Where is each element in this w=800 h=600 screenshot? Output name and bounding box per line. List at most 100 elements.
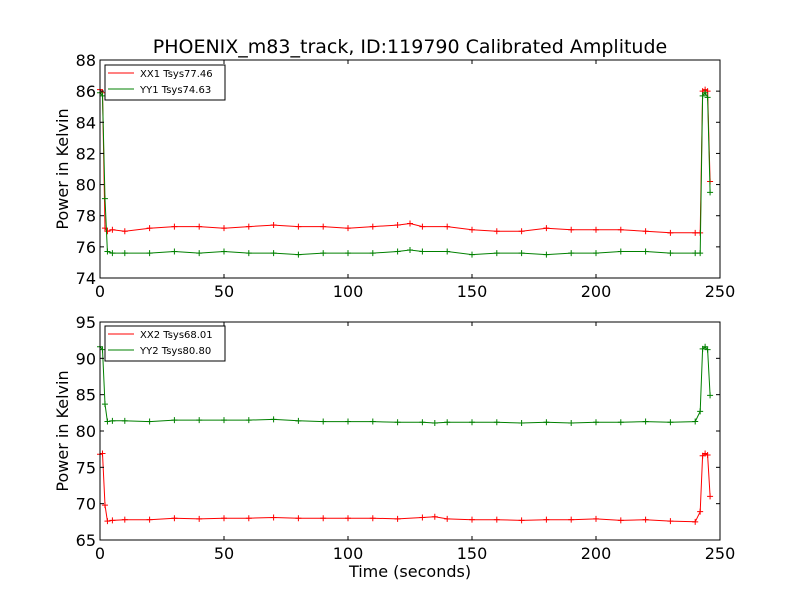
data-point-1-1-14	[345, 418, 351, 425]
y-tick-label-1-4: 85	[76, 386, 96, 405]
data-point-1-0-4	[109, 517, 116, 524]
data-point-1-0-15	[369, 515, 376, 522]
data-point-1-0-18	[431, 513, 438, 520]
data-point-0-0-17	[407, 220, 413, 227]
legend-bottom: XX2 Tsys68.01 YY2 Tsys80.80	[104, 325, 226, 362]
data-point-1-1-29	[692, 418, 699, 425]
x-tick-label-0-3: 150	[457, 282, 488, 301]
data-point-1-1-4	[109, 417, 116, 424]
data-point-0-1-12	[295, 251, 302, 258]
data-point-1-0-28	[667, 518, 674, 525]
axes-top: 0 50 100 150 200 250 74 76 78 80 82 84 86 88 Power i…	[53, 51, 735, 301]
data-point-0-1-19	[444, 248, 451, 255]
data-point-0-1-17	[407, 246, 413, 253]
data-point-1-0-8	[196, 515, 203, 522]
x-tick-label-1-3: 150	[457, 544, 488, 563]
data-point-1-0-30	[697, 508, 704, 515]
legend-label-xx2: XX2 Tsys68.01	[140, 330, 213, 341]
data-point-0-0-18	[419, 223, 426, 230]
data-point-0-0-27	[642, 228, 649, 235]
data-point-1-0-13	[320, 515, 327, 522]
data-point-0-0-22	[518, 228, 525, 235]
x-ticks-top: 0 50 100 150 200 250	[95, 60, 735, 301]
data-point-1-0-21	[493, 516, 500, 523]
data-point-0-1-26	[617, 248, 624, 255]
y-tick-label-0-0: 74	[76, 269, 96, 288]
data-point-0-0-26	[617, 226, 624, 233]
data-point-0-1-14	[345, 250, 351, 257]
data-point-0-0-10	[245, 223, 252, 230]
data-point-0-0-24	[568, 226, 575, 233]
data-point-1-0-26	[617, 517, 624, 524]
data-point-0-1-25	[593, 250, 599, 257]
y-tick-label-0-1: 76	[76, 238, 96, 257]
y-tick-label-0-4: 82	[76, 144, 96, 163]
data-point-0-0-23	[543, 225, 550, 232]
data-point-1-0-14	[345, 515, 351, 522]
data-point-1-0-27	[642, 516, 649, 523]
y-axis-label-bottom: Power in Kelvin	[53, 370, 72, 491]
data-point-0-1-22	[518, 250, 525, 257]
data-point-0-1-8	[196, 250, 203, 257]
data-point-1-1-30	[697, 408, 704, 415]
data-point-0-1-23	[543, 251, 550, 258]
data-point-1-1-18	[431, 420, 438, 427]
data-point-1-1-10	[245, 417, 252, 424]
data-point-1-1-7	[171, 417, 178, 424]
data-point-1-1-5	[121, 417, 128, 424]
data-point-1-0-33	[704, 451, 711, 458]
data-point-0-1-11	[270, 250, 277, 257]
data-point-0-1-27	[642, 248, 649, 255]
data-point-1-0-9	[221, 515, 227, 522]
x-tick-label-0-4: 200	[581, 282, 612, 301]
legend-top: XX1 Tsys77.46 YY1 Tsys74.63	[104, 64, 226, 101]
y-tick-label-1-6: 95	[76, 313, 96, 332]
data-point-1-0-34	[707, 493, 714, 500]
legend-box-bottom	[104, 325, 226, 362]
chart-title: PHOENIX_m83_track, ID:119790 Calibrated …	[153, 36, 667, 58]
x-tick-label-1-4: 200	[581, 544, 612, 563]
data-point-1-1-13	[320, 418, 327, 425]
y-ticks-bottom: 65 70 75 80 85 90 95	[76, 313, 720, 550]
x-ticks-bottom: 0 50 100 150 200 250	[95, 322, 735, 563]
data-point-1-1-8	[196, 417, 203, 424]
data-point-0-1-5	[121, 250, 128, 257]
data-point-1-1-12	[295, 417, 302, 424]
data-point-0-1-28	[667, 250, 674, 257]
y-tick-label-0-3: 80	[76, 176, 96, 195]
y-tick-label-1-5: 90	[76, 349, 96, 368]
data-point-0-1-20	[469, 251, 475, 258]
data-point-0-1-21	[493, 250, 500, 257]
data-point-0-0-25	[593, 226, 599, 233]
data-point-1-0-17	[419, 514, 426, 521]
data-point-1-1-2	[101, 401, 108, 408]
x-tick-label-1-5: 250	[705, 544, 736, 563]
data-point-0-0-2	[101, 225, 108, 232]
axes-bottom: 0 50 100 150 200 250 65 70 75 80 85 90 95 Power in …	[53, 313, 735, 581]
y-tick-label-1-1: 70	[76, 495, 96, 514]
data-point-1-1-27	[642, 418, 649, 425]
legend-label-xx1: XX1 Tsys77.46	[140, 69, 213, 80]
data-point-1-0-10	[245, 515, 252, 522]
data-point-0-0-15	[369, 223, 376, 230]
data-point-1-0-12	[295, 515, 302, 522]
y-axis-label-top: Power in Kelvin	[53, 108, 72, 229]
data-point-1-1-24	[568, 420, 575, 427]
data-point-0-1-31	[699, 92, 706, 99]
x-axis-label-bottom: Time (seconds)	[348, 562, 471, 581]
data-point-1-1-9	[221, 417, 227, 424]
y-ticks-top: 74 76 78 80 82 84 86 88	[76, 51, 720, 288]
data-point-1-1-15	[369, 418, 376, 425]
data-point-1-1-34	[707, 392, 714, 399]
data-point-1-1-22	[518, 420, 525, 427]
data-point-1-0-29	[692, 518, 699, 525]
legend-label-yy2: YY2 Tsys80.80	[139, 346, 211, 357]
y-tick-label-1-0: 65	[76, 531, 96, 550]
data-point-1-1-33	[704, 346, 711, 353]
data-point-1-0-16	[394, 515, 401, 522]
data-point-0-0-6	[146, 225, 153, 232]
data-point-0-0-21	[493, 228, 500, 235]
data-point-1-0-25	[593, 515, 599, 522]
data-point-0-1-34	[707, 189, 714, 196]
